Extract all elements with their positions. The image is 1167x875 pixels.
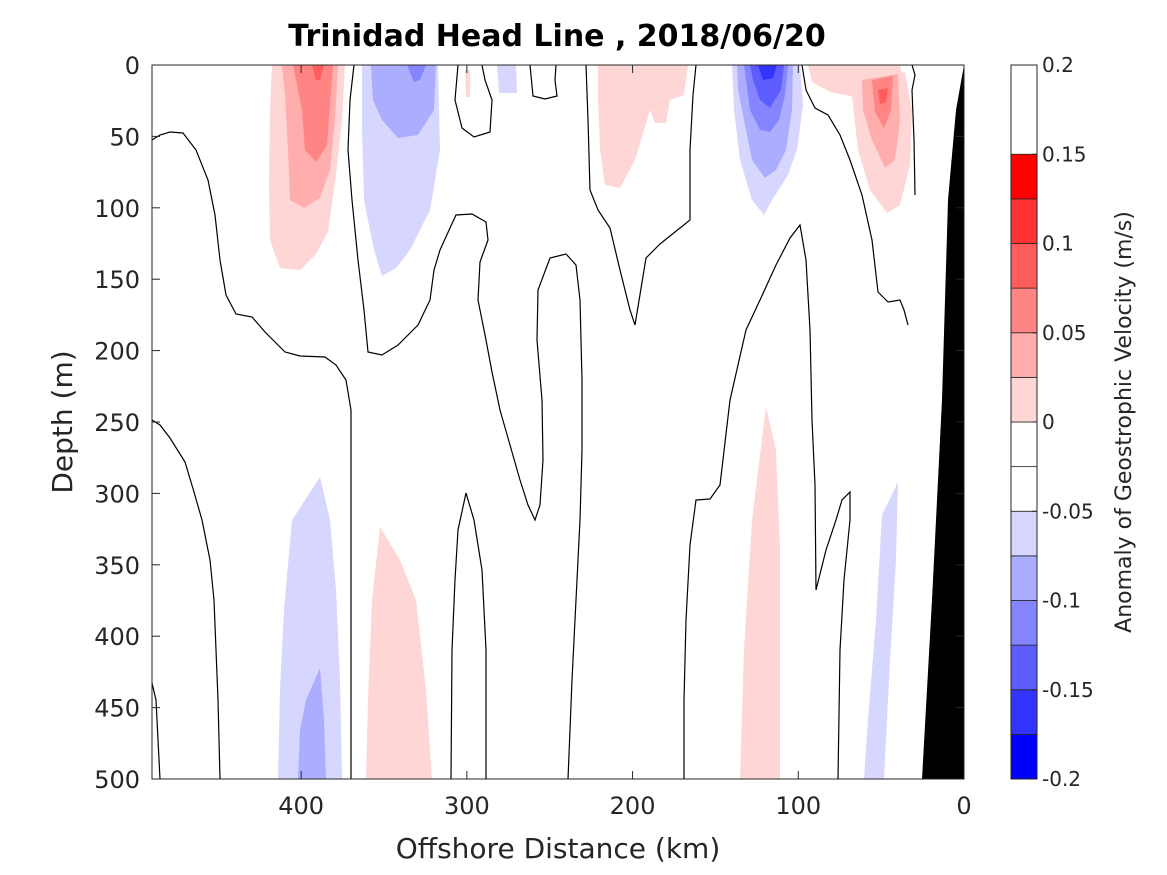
contour-line (585, 65, 697, 326)
colorbar-tick-label: 0 (1042, 410, 1055, 434)
anomaly-region-negative-deep-390-core (298, 668, 326, 779)
y-tick-label: 350 (94, 552, 140, 580)
anomaly-fill-layer (152, 65, 964, 779)
contour-line (529, 65, 558, 100)
anomaly-region-negative-deep-390 (278, 477, 342, 779)
anomaly-region-positive-surface-390-peak (293, 65, 333, 162)
colorbar-level-block (1010, 510, 1038, 557)
colorbar-label: Anomaly of Geostrophic Velocity (m/s) (1112, 211, 1137, 633)
colorbar-tick-label: 0.2 (1042, 53, 1074, 77)
colorbar (1010, 153, 1038, 780)
y-tick-label: 50 (109, 123, 140, 151)
x-axis: 400 300 200 100 0 (278, 65, 972, 820)
anomaly-region-negative-deep-50 (864, 482, 898, 779)
colorbar-axis: 0.2 0.15 0.1 0.05 0 -0.05 -0.1 -0.15 -0.2 (1032, 53, 1094, 791)
colorbar-level-block (1010, 689, 1038, 735)
y-tick-label: 500 (94, 766, 140, 794)
x-tick-label: 0 (956, 792, 971, 820)
anomaly-region-positive-deep-120 (740, 407, 780, 779)
colorbar-tick-label: -0.2 (1042, 767, 1081, 791)
anomaly-region-negative-surface-120-l4 (750, 65, 784, 108)
anomaly-region-positive-surface-190 (598, 65, 688, 188)
contour-line (450, 492, 487, 779)
colorbar-tick-label: -0.15 (1042, 678, 1094, 702)
colorbar-level-block (1010, 376, 1038, 423)
colorbar-level-block (1010, 555, 1038, 601)
contour-line (347, 65, 583, 779)
anomaly-region-negative-surface-340-core (371, 65, 436, 138)
colorbar-level-block (1010, 421, 1038, 468)
colorbar-tick-label: 0.05 (1042, 321, 1087, 345)
y-tick-label: 300 (94, 480, 140, 508)
anomaly-region-positive-small-310 (465, 70, 470, 97)
colorbar-level-block (1010, 287, 1038, 334)
colorbar-level-block (1010, 243, 1038, 289)
contour-line (683, 223, 851, 779)
y-tick-label: 250 (94, 409, 140, 437)
x-tick-label: 100 (775, 792, 821, 820)
chart-title: Trinidad Head Line , 2018/06/20 (288, 19, 825, 54)
y-tick-label: 100 (94, 195, 140, 223)
contour-line (152, 131, 352, 779)
colorbar-tick-label: -0.1 (1042, 589, 1081, 613)
y-tick-label: 150 (94, 266, 140, 294)
y-tick-label: 200 (94, 338, 140, 366)
y-tick-label: 0 (125, 52, 140, 80)
contour-line (152, 682, 161, 779)
bathymetry-fill (922, 65, 964, 779)
contour-line (801, 65, 909, 326)
y-axis: 0 50 100 150 200 250 300 350 400 450 500 (94, 52, 964, 794)
colorbar-tick-label: -0.05 (1042, 499, 1094, 523)
anomaly-region-negative-small-275 (497, 65, 517, 93)
anomaly-region-positive-surface-50-l4 (878, 88, 888, 104)
colorbar-level-block (1010, 332, 1038, 378)
colorbar-level-block (1010, 733, 1038, 780)
x-tick-label: 200 (610, 792, 656, 820)
colorbar-level-block (1010, 600, 1038, 646)
colorbar-tick-label: 0.15 (1042, 142, 1087, 166)
zero-contours (152, 65, 916, 779)
contour-line (911, 65, 916, 196)
colorbar-level-block (1010, 198, 1038, 244)
contour-line (454, 65, 493, 138)
anomaly-region-positive-deep-340 (366, 527, 432, 779)
y-axis-label: Depth (m) (46, 350, 79, 493)
y-tick-label: 450 (94, 695, 140, 723)
colorbar-level-block (1010, 466, 1038, 512)
contour-line (152, 419, 221, 779)
y-tick-label: 400 (94, 623, 140, 651)
anomaly-region-negative-surface-120-l5 (758, 65, 777, 80)
colorbar-level-block (1010, 153, 1038, 200)
x-axis-label: Offshore Distance (km) (396, 832, 721, 865)
colorbar-level-block (1010, 644, 1038, 691)
anomaly-region-positive-surface-390-max (312, 65, 324, 80)
x-tick-label: 300 (444, 792, 490, 820)
colorbar-tick-label: 0.1 (1042, 232, 1074, 256)
x-tick-label: 400 (278, 792, 324, 820)
anomaly-region-negative-surface-340-peak (407, 65, 426, 82)
